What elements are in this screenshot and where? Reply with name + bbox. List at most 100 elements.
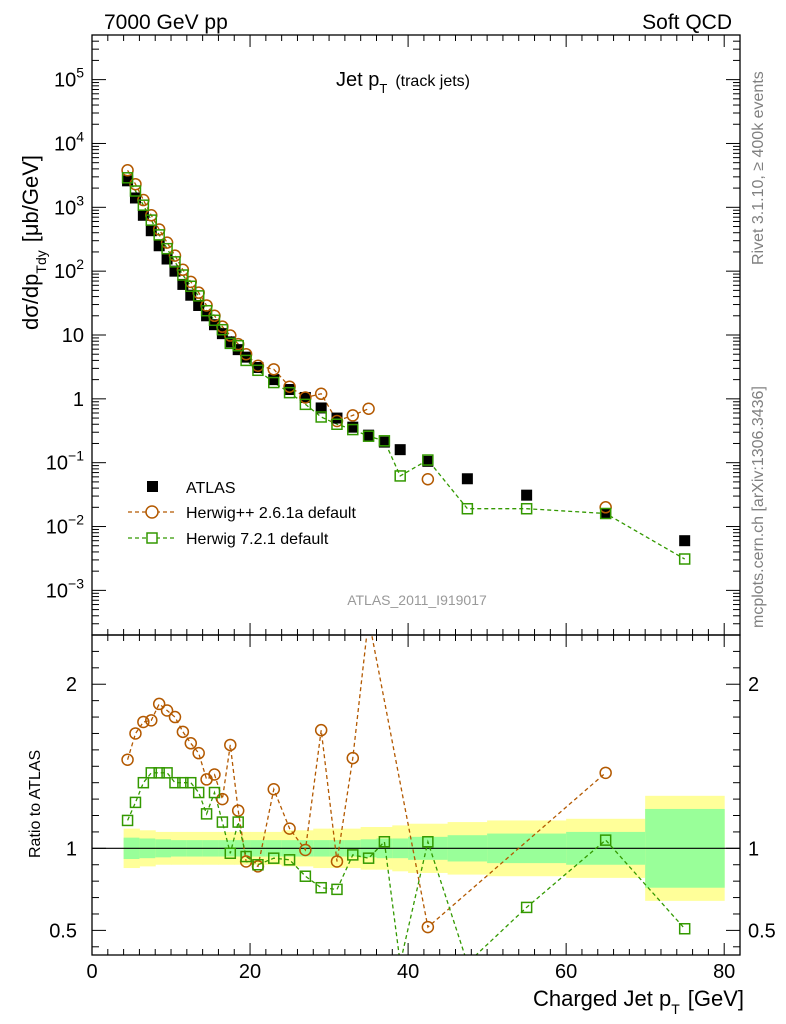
data-point-2-14 — [232, 339, 244, 352]
data-point-1-13 — [224, 329, 237, 342]
data-point-2-29 — [599, 507, 612, 520]
header-right: Soft QCD — [642, 11, 732, 34]
data-point-2-22 — [347, 423, 359, 436]
ratio-point-0-5 — [160, 704, 174, 717]
ratio-point-0-10 — [200, 773, 213, 786]
data-point-1-22 — [346, 409, 360, 422]
x-tick-label: 20 — [239, 961, 261, 983]
ratio-point-1-2 — [137, 776, 150, 789]
data-point-2-26 — [422, 454, 434, 466]
ratio-point-1-3 — [145, 767, 158, 779]
ratio-point-0-25 — [599, 766, 612, 780]
y-tick-label: 102 — [54, 256, 84, 283]
data-point-2-5 — [161, 242, 173, 255]
ratio-point-0-2 — [137, 715, 150, 729]
ratio-point-1-5 — [161, 767, 173, 779]
data-point-0-21 — [331, 412, 343, 424]
y-axis-label: dσ/dpTdy[μb/GeV] — [18, 155, 49, 330]
plot-title: Jet pT (track jets) — [336, 69, 470, 96]
ratio-point-1-18 — [283, 854, 296, 866]
data-point-1-26 — [421, 473, 435, 486]
ratio-point-1-15 — [240, 850, 252, 863]
ratio-point-1-30 — [678, 922, 691, 935]
data-point-0-7 — [177, 278, 189, 290]
data-point-0-16 — [252, 361, 264, 373]
ratio-point-0-13 — [224, 738, 237, 752]
data-point-2-1 — [129, 185, 142, 197]
data-point-0-8 — [185, 289, 197, 301]
x-tick-label: 80 — [713, 961, 735, 983]
y-tick-label: 10 — [62, 325, 84, 347]
data-point-2-17 — [268, 376, 280, 389]
data-point-2-25 — [394, 470, 406, 482]
data-point-2-4 — [153, 229, 165, 241]
ratio-point-0-22 — [346, 751, 360, 765]
ratio-point-0-24 — [421, 920, 435, 934]
data-point-0-13 — [224, 336, 236, 348]
data-point-2-9 — [192, 290, 205, 302]
ratio-point-0-19 — [299, 843, 312, 857]
ratio-point-1-6 — [169, 776, 181, 789]
legend-marker-herwigpp — [145, 505, 159, 519]
ratio-point-0-1 — [129, 727, 142, 740]
data-point-2-13 — [224, 337, 237, 350]
data-point-2-18 — [283, 386, 296, 399]
ratio-point-0-0 — [121, 753, 134, 766]
y-tick-label: 10−2 — [46, 512, 84, 539]
ratio-point-1-22 — [347, 849, 359, 861]
y-tick-label: 103 — [54, 192, 84, 219]
data-point-2-20 — [315, 411, 327, 423]
series-markers — [121, 164, 691, 935]
data-point-1-0 — [121, 164, 134, 177]
ratio-line-0 — [126, 635, 607, 929]
data-point-2-23 — [362, 430, 375, 442]
ratio-y-axis-label: Ratio to ATLAS — [27, 750, 44, 858]
data-point-2-28 — [520, 502, 533, 515]
data-point-0-2 — [137, 209, 149, 221]
analysis-watermark: ATLAS_2011_I919017 — [347, 592, 487, 608]
ratio-y-tick-label-right: 1 — [748, 838, 759, 860]
ratio-point-0-18 — [283, 822, 296, 835]
ratio-point-1-26 — [422, 836, 434, 848]
data-point-0-22 — [347, 421, 359, 433]
data-point-0-30 — [679, 535, 691, 547]
data-point-2-6 — [169, 256, 181, 268]
data-point-0-25 — [394, 444, 406, 456]
ratio-y-tick-label-left: 0.5 — [49, 920, 77, 942]
data-point-0-28 — [521, 489, 533, 501]
data-point-0-27 — [461, 473, 473, 485]
ratio-point-1-12 — [216, 816, 229, 828]
ratio-point-0-6 — [168, 710, 182, 724]
data-point-1-17 — [267, 363, 281, 376]
ratio-point-0-14 — [231, 804, 245, 817]
data-point-2-8 — [185, 280, 197, 293]
ratio-point-1-7 — [177, 776, 189, 789]
data-point-0-20 — [315, 402, 327, 414]
ratio-point-1-20 — [315, 881, 327, 894]
ratio-point-1-0 — [121, 814, 134, 827]
x-tick-label: 0 — [86, 961, 97, 983]
y-tick-label: 1 — [73, 389, 84, 411]
top-panel-markers — [121, 164, 691, 565]
data-point-0-1 — [129, 192, 141, 204]
axes: 0 20 40 60 80 10−3 10−2 10−1 1 10 102 103 104 105 0.5 0… — [46, 34, 776, 983]
data-point-2-2 — [137, 199, 150, 211]
data-point-1-23 — [362, 402, 375, 415]
ratio-point-1-17 — [268, 852, 280, 864]
data-point-0-6 — [169, 265, 181, 277]
data-point-0-15 — [240, 351, 252, 363]
data-point-0-24 — [378, 436, 390, 448]
ratio-y-tick-label-left: 2 — [66, 674, 77, 696]
ratio-point-1-21 — [331, 883, 343, 896]
ratio-point-0-20 — [314, 723, 328, 737]
ratio-point-1-1 — [129, 796, 142, 809]
data-point-0-19 — [299, 391, 311, 403]
ratio-point-1-11 — [208, 786, 221, 799]
y-tick-label: 10−3 — [46, 575, 84, 602]
y-tick-label: 104 — [54, 128, 84, 155]
ratio-point-0-12 — [216, 792, 229, 806]
y-tick-label: 105 — [54, 65, 84, 92]
data-point-0-17 — [268, 374, 280, 386]
legend-label-herwig7: Herwig 7.2.1 default — [186, 531, 329, 548]
data-point-1-19 — [299, 391, 312, 404]
